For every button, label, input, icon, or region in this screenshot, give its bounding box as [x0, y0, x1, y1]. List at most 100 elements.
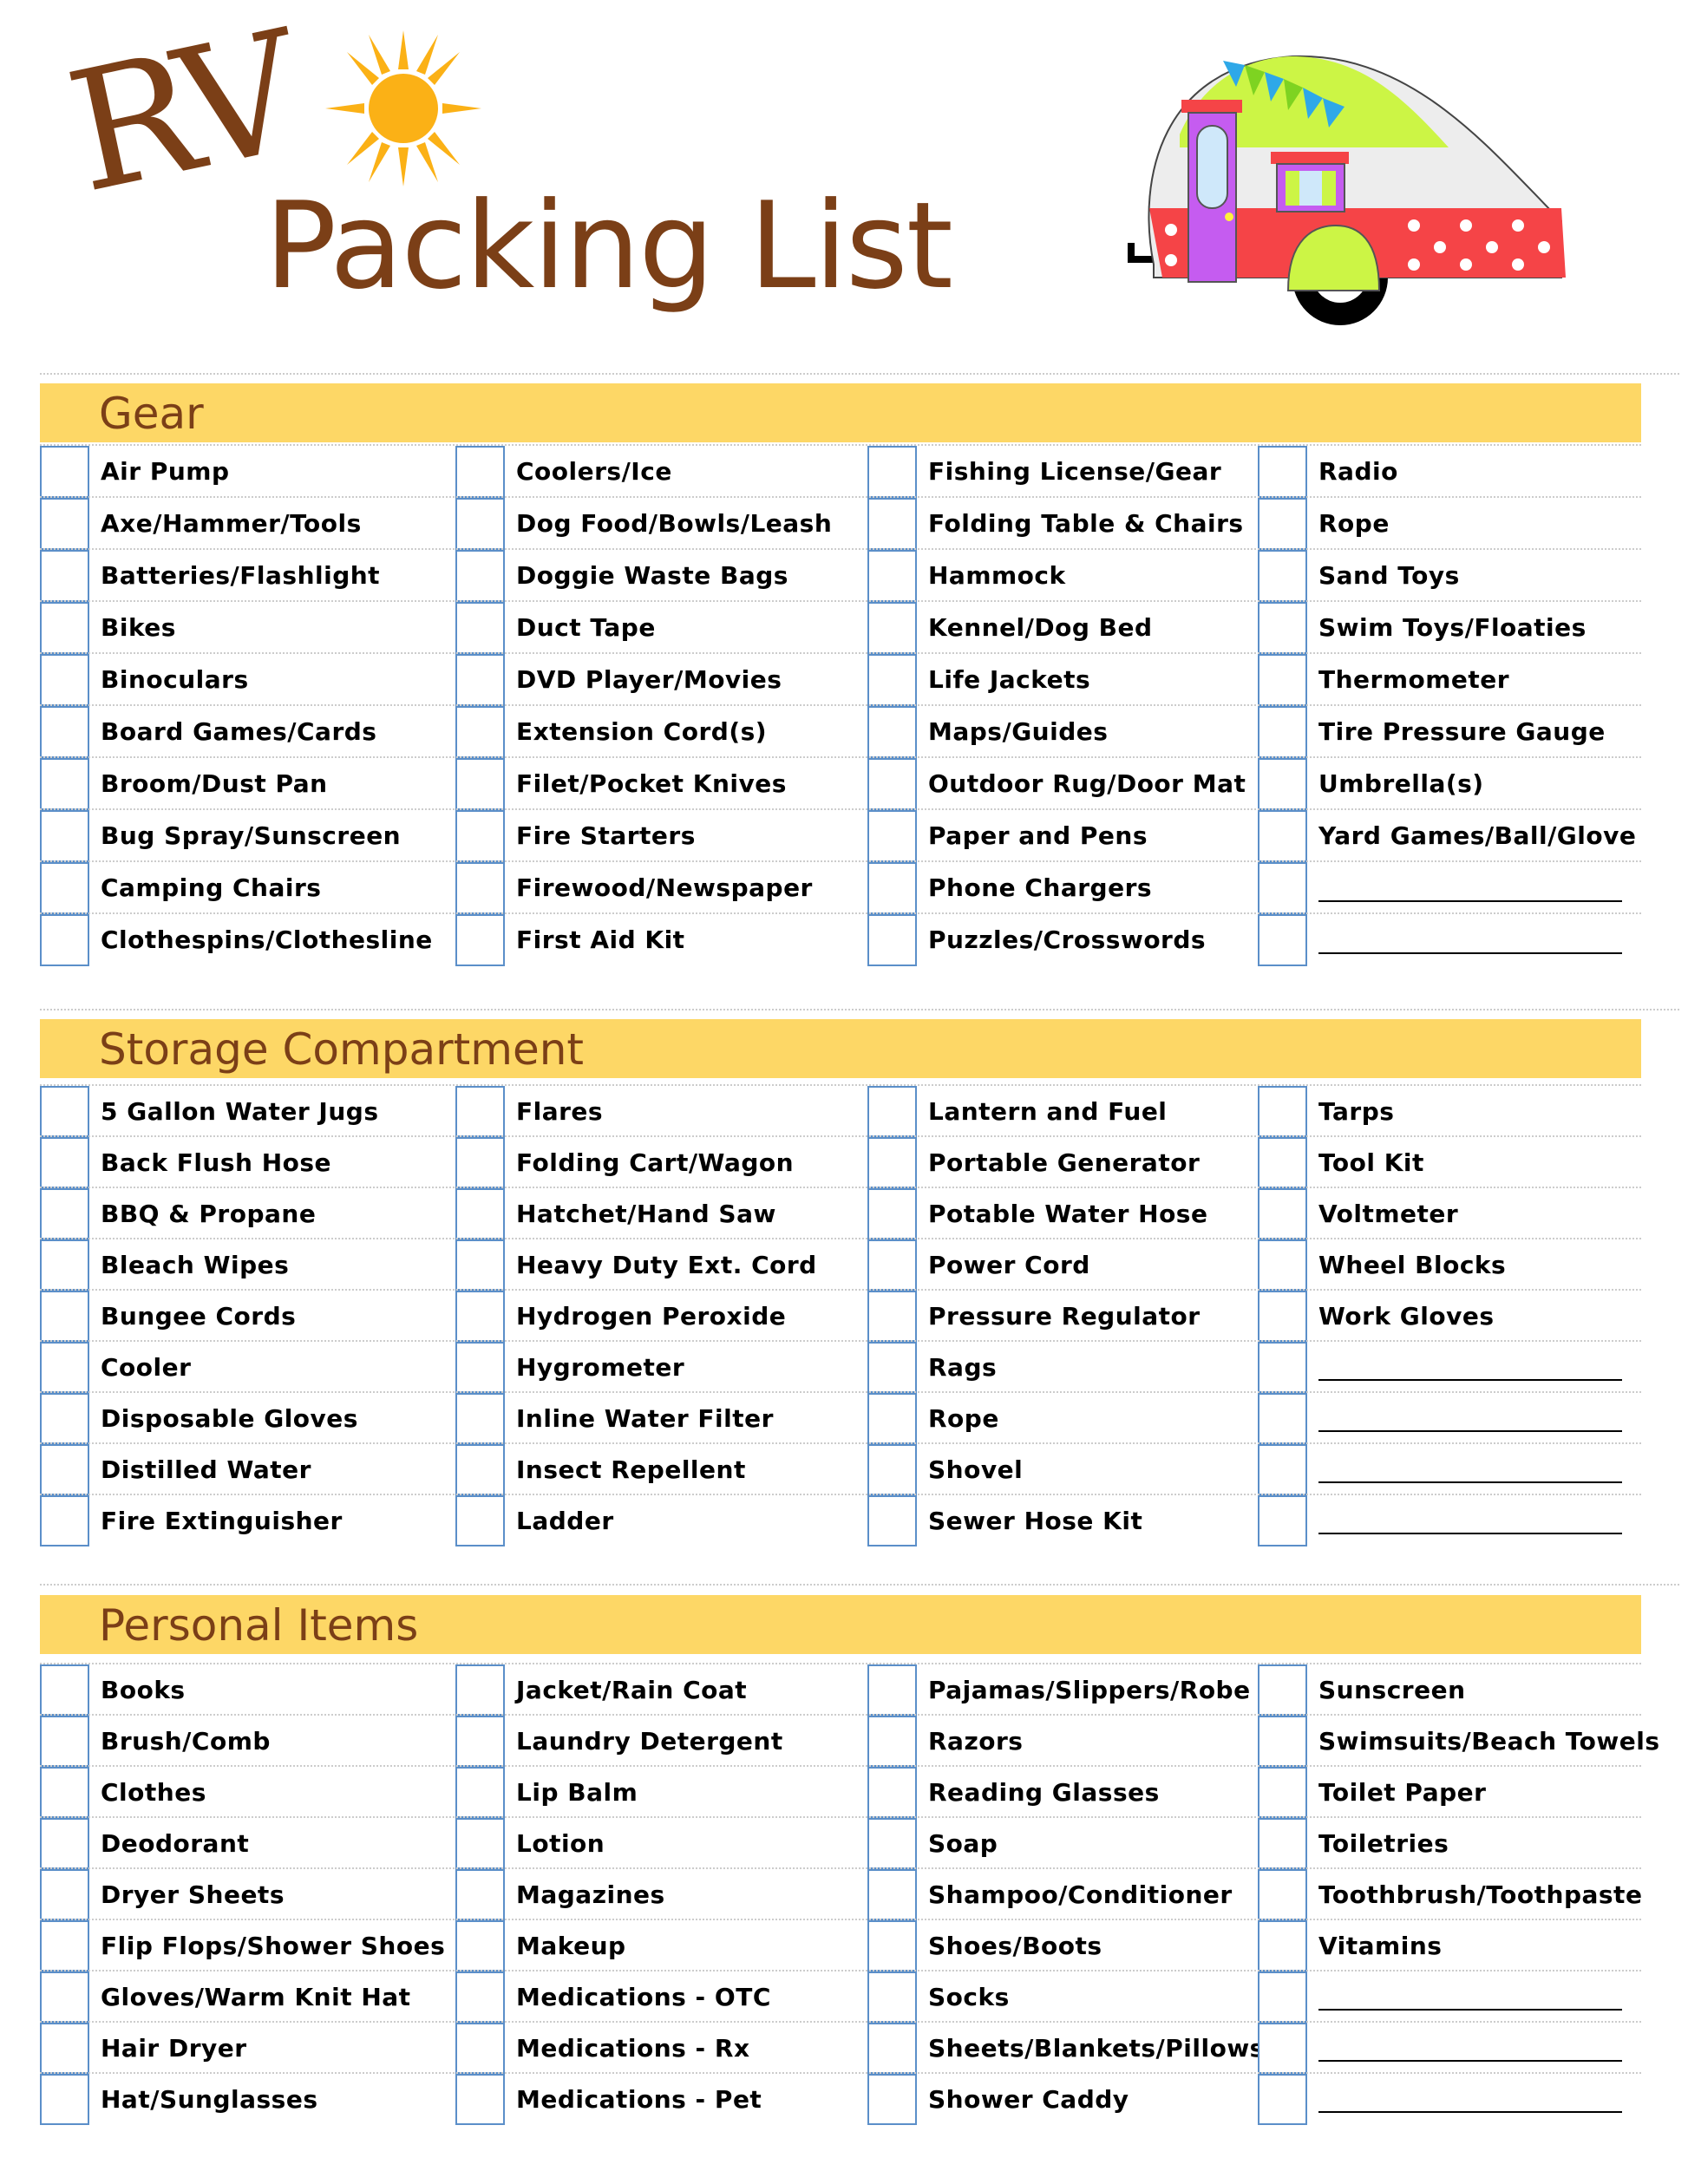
checkbox[interactable]: [1258, 862, 1307, 914]
checkbox[interactable]: [455, 914, 505, 966]
checkbox[interactable]: [1258, 1716, 1307, 1767]
checkbox[interactable]: [1258, 1086, 1307, 1137]
checkbox[interactable]: [40, 1495, 89, 1546]
checkbox[interactable]: [1258, 1291, 1307, 1342]
checkbox[interactable]: [455, 1239, 505, 1291]
checkbox[interactable]: [867, 1188, 917, 1239]
checkbox[interactable]: [1258, 1342, 1307, 1393]
checkbox[interactable]: [40, 446, 89, 498]
checkbox[interactable]: [1258, 550, 1307, 602]
checkbox[interactable]: [1258, 654, 1307, 706]
checkbox[interactable]: [40, 914, 89, 966]
checkbox[interactable]: [1258, 810, 1307, 862]
checkbox[interactable]: [40, 1239, 89, 1291]
checkbox[interactable]: [867, 1291, 917, 1342]
checkbox[interactable]: [1258, 1444, 1307, 1495]
checkbox[interactable]: [1258, 1137, 1307, 1188]
checkbox[interactable]: [1258, 758, 1307, 810]
checkbox[interactable]: [40, 2023, 89, 2074]
checkbox[interactable]: [455, 758, 505, 810]
checkbox[interactable]: [455, 1086, 505, 1137]
checkbox[interactable]: [867, 706, 917, 758]
checkbox[interactable]: [40, 1393, 89, 1444]
checkbox[interactable]: [40, 1818, 89, 1869]
checkbox[interactable]: [455, 1495, 505, 1546]
checkbox[interactable]: [1258, 1767, 1307, 1818]
checkbox[interactable]: [40, 550, 89, 602]
checkbox[interactable]: [455, 1444, 505, 1495]
checkbox[interactable]: [1258, 1818, 1307, 1869]
checkbox[interactable]: [40, 1444, 89, 1495]
checkbox[interactable]: [1258, 1971, 1307, 2023]
checkbox[interactable]: [1258, 1920, 1307, 1971]
checkbox[interactable]: [40, 1869, 89, 1920]
checkbox[interactable]: [40, 706, 89, 758]
checkbox[interactable]: [455, 706, 505, 758]
blank-write-in-line[interactable]: [1318, 2060, 1622, 2062]
blank-write-in-line[interactable]: [1318, 2009, 1622, 2011]
checkbox[interactable]: [867, 1869, 917, 1920]
checkbox[interactable]: [40, 1664, 89, 1716]
checkbox[interactable]: [867, 550, 917, 602]
checkbox[interactable]: [455, 1393, 505, 1444]
checkbox[interactable]: [1258, 706, 1307, 758]
blank-write-in-line[interactable]: [1318, 1379, 1622, 1381]
checkbox[interactable]: [867, 758, 917, 810]
checkbox[interactable]: [867, 1444, 917, 1495]
checkbox[interactable]: [1258, 1869, 1307, 1920]
checkbox[interactable]: [867, 1664, 917, 1716]
checkbox[interactable]: [40, 1188, 89, 1239]
checkbox[interactable]: [1258, 2074, 1307, 2125]
checkbox[interactable]: [40, 1920, 89, 1971]
checkbox[interactable]: [40, 758, 89, 810]
checkbox[interactable]: [455, 1291, 505, 1342]
blank-write-in-line[interactable]: [1318, 1481, 1622, 1483]
checkbox[interactable]: [455, 862, 505, 914]
checkbox[interactable]: [1258, 602, 1307, 654]
checkbox[interactable]: [455, 602, 505, 654]
checkbox[interactable]: [867, 862, 917, 914]
checkbox[interactable]: [455, 498, 505, 550]
checkbox[interactable]: [40, 654, 89, 706]
checkbox[interactable]: [455, 1920, 505, 1971]
checkbox[interactable]: [1258, 498, 1307, 550]
checkbox[interactable]: [867, 1137, 917, 1188]
checkbox[interactable]: [40, 1291, 89, 1342]
checkbox[interactable]: [867, 810, 917, 862]
checkbox[interactable]: [455, 1664, 505, 1716]
checkbox[interactable]: [455, 2074, 505, 2125]
blank-write-in-line[interactable]: [1318, 900, 1622, 902]
checkbox[interactable]: [867, 2023, 917, 2074]
blank-write-in-line[interactable]: [1318, 1533, 1622, 1534]
checkbox[interactable]: [455, 1971, 505, 2023]
blank-write-in-line[interactable]: [1318, 2111, 1622, 2113]
checkbox[interactable]: [867, 1767, 917, 1818]
checkbox[interactable]: [867, 1716, 917, 1767]
checkbox[interactable]: [455, 810, 505, 862]
checkbox[interactable]: [867, 498, 917, 550]
checkbox[interactable]: [455, 446, 505, 498]
checkbox[interactable]: [40, 602, 89, 654]
checkbox[interactable]: [455, 1188, 505, 1239]
checkbox[interactable]: [1258, 1239, 1307, 1291]
checkbox[interactable]: [867, 1818, 917, 1869]
checkbox[interactable]: [867, 654, 917, 706]
checkbox[interactable]: [1258, 1393, 1307, 1444]
checkbox[interactable]: [867, 602, 917, 654]
checkbox[interactable]: [40, 498, 89, 550]
checkbox[interactable]: [40, 1971, 89, 2023]
checkbox[interactable]: [1258, 2023, 1307, 2074]
checkbox[interactable]: [40, 1716, 89, 1767]
checkbox[interactable]: [40, 810, 89, 862]
checkbox[interactable]: [40, 1137, 89, 1188]
blank-write-in-line[interactable]: [1318, 952, 1622, 954]
checkbox[interactable]: [455, 1767, 505, 1818]
blank-write-in-line[interactable]: [1318, 1430, 1622, 1432]
checkbox[interactable]: [867, 446, 917, 498]
checkbox[interactable]: [867, 1971, 917, 2023]
checkbox[interactable]: [455, 1342, 505, 1393]
checkbox[interactable]: [867, 1495, 917, 1546]
checkbox[interactable]: [867, 1239, 917, 1291]
checkbox[interactable]: [1258, 1188, 1307, 1239]
checkbox[interactable]: [867, 1086, 917, 1137]
